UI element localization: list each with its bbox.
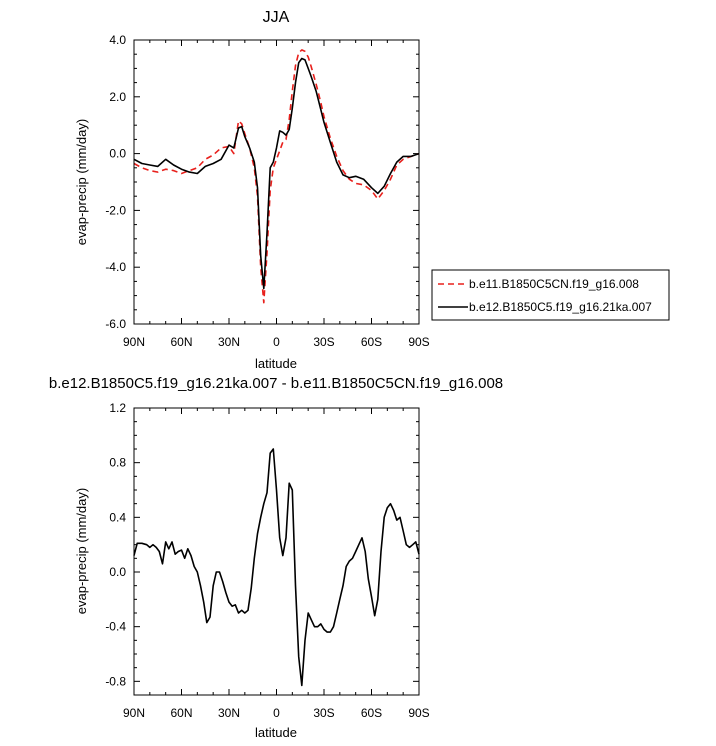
bottom-y-tick-label: 1.2 [109, 401, 126, 415]
bottom-series-lines [133, 448, 420, 687]
top-series-line-1 [133, 49, 420, 304]
top-x-tick-labels: 90N 60N 30N 0 30S 60S 90S [123, 335, 430, 349]
bottom-x-tick-label: 30N [218, 706, 240, 720]
bottom-y-tick-label: 0.8 [109, 456, 126, 470]
bottom-y-tick-label: 0.4 [109, 510, 126, 524]
top-x-tick-label: 30N [218, 335, 240, 349]
top-y-tick-label: -2.0 [105, 203, 126, 217]
top-x-tick-label: 30S [313, 335, 334, 349]
top-panel: JJA 4.0 2.0 0.0 -2.0 -4.0 -6.0 90N 60N 30N 0 30S 6… [74, 9, 670, 371]
top-plot-frame [133, 39, 420, 325]
bottom-x-tick-label: 60N [170, 706, 192, 720]
top-chart-title: JJA [263, 9, 290, 26]
top-series-lines [133, 49, 420, 304]
top-x-tick-label: 60N [170, 335, 192, 349]
top-y-tick-label: -4.0 [105, 260, 126, 274]
bottom-chart-title: b.e12.B1850C5.f19_g16.21ka.007 - b.e11.B… [49, 375, 503, 392]
top-series-line-2 [133, 57, 420, 290]
bottom-x-tick-label: 0 [273, 706, 280, 720]
top-tick-marks [133, 39, 420, 325]
bottom-x-tick-label: 90N [123, 706, 145, 720]
top-y-tick-labels: 4.0 2.0 0.0 -2.0 -4.0 -6.0 [105, 33, 126, 331]
top-x-tick-label: 60S [361, 335, 382, 349]
top-x-tick-label: 90N [123, 335, 145, 349]
top-y-tick-label: -6.0 [105, 317, 126, 331]
bottom-y-tick-label: -0.8 [105, 674, 126, 688]
legend-box [431, 269, 670, 321]
top-y-tick-label: 2.0 [109, 90, 126, 104]
top-x-tick-label: 0 [273, 335, 280, 349]
bottom-panel: b.e12.B1850C5.f19_g16.21ka.007 - b.e11.B… [49, 375, 503, 740]
top-y-axis-label: evap-precip (mm/day) [74, 119, 89, 245]
bottom-y-tick-label: -0.4 [105, 620, 126, 634]
legend: b.e11.B1850C5CN.f19_g16.008 b.e12.B1850C… [431, 269, 670, 321]
top-y-tick-label: 0.0 [109, 147, 126, 161]
bottom-x-tick-label: 60S [361, 706, 382, 720]
top-y-tick-label: 4.0 [109, 33, 126, 47]
bottom-plot-frame [133, 407, 420, 696]
legend-label-series-2: b.e12.B1850C5.f19_g16.21ka.007 [469, 300, 652, 314]
bottom-x-axis-label: latitude [255, 725, 297, 740]
legend-label-series-1: b.e11.B1850C5CN.f19_g16.008 [469, 277, 639, 291]
bottom-x-tick-label: 90S [408, 706, 429, 720]
bottom-series-line-1 [133, 448, 420, 687]
top-x-axis-label: latitude [255, 356, 297, 371]
bottom-x-tick-label: 30S [313, 706, 334, 720]
top-x-tick-label: 90S [408, 335, 429, 349]
bottom-y-axis-label: evap-precip (mm/day) [74, 488, 89, 614]
bottom-y-tick-labels: 1.2 0.8 0.4 0.0 -0.4 -0.8 [105, 401, 126, 688]
bottom-x-tick-labels: 90N 60N 30N 0 30S 60S 90S [123, 706, 430, 720]
bottom-y-tick-label: 0.0 [109, 565, 126, 579]
bottom-tick-marks [133, 407, 420, 696]
